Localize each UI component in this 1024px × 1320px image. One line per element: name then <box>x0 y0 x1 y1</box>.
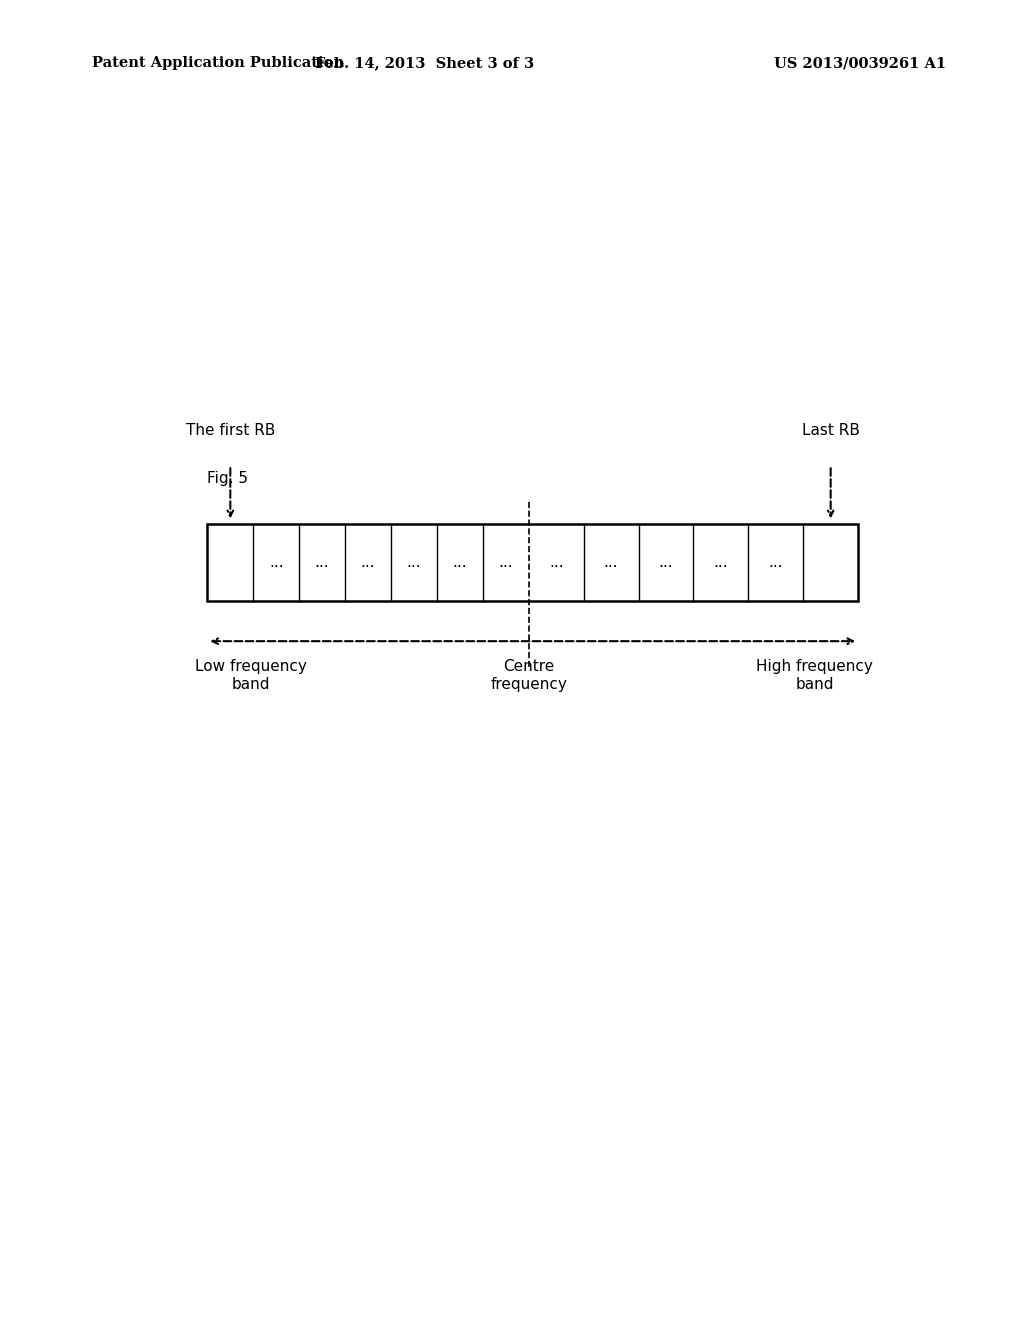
Text: The first RB: The first RB <box>185 422 275 438</box>
Text: Last RB: Last RB <box>802 422 859 438</box>
Text: ...: ... <box>499 554 513 570</box>
Text: Low frequency
band: Low frequency band <box>195 660 307 692</box>
Text: ...: ... <box>407 554 421 570</box>
Text: US 2013/0039261 A1: US 2013/0039261 A1 <box>774 57 946 70</box>
Text: ...: ... <box>314 554 330 570</box>
Text: ...: ... <box>360 554 376 570</box>
Text: ...: ... <box>768 554 783 570</box>
Text: ...: ... <box>714 554 728 570</box>
Text: ...: ... <box>549 554 563 570</box>
Text: High frequency
band: High frequency band <box>756 660 872 692</box>
Bar <box>207 524 858 601</box>
Text: Centre
frequency: Centre frequency <box>490 660 567 692</box>
Text: Feb. 14, 2013  Sheet 3 of 3: Feb. 14, 2013 Sheet 3 of 3 <box>315 57 535 70</box>
Text: ...: ... <box>269 554 284 570</box>
Text: ...: ... <box>453 554 467 570</box>
Text: ...: ... <box>604 554 618 570</box>
Text: Fig. 5: Fig. 5 <box>207 471 249 486</box>
Text: Patent Application Publication: Patent Application Publication <box>92 57 344 70</box>
Text: ...: ... <box>658 554 674 570</box>
